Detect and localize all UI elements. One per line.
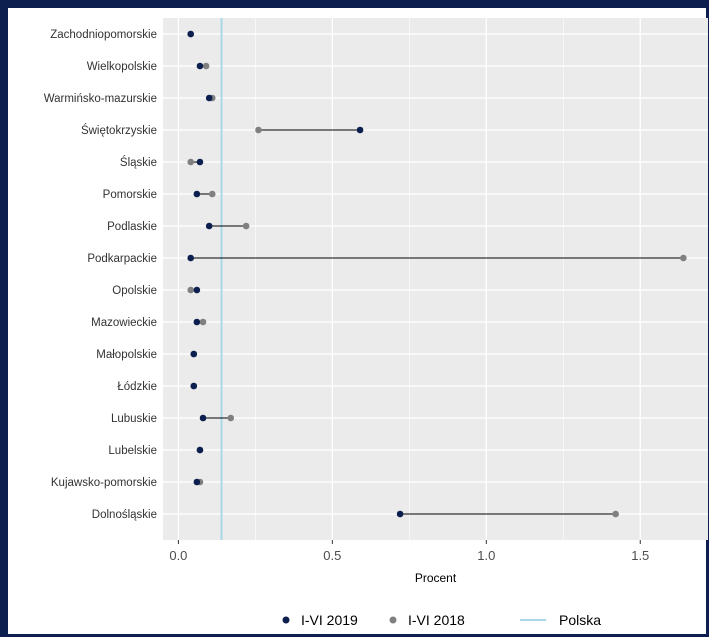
point-2018 — [199, 318, 207, 326]
point-2018 — [208, 190, 216, 198]
category-label: Łódzkie — [117, 381, 157, 393]
category-label: Lubuskie — [111, 413, 157, 425]
category-label: Mazowieckie — [91, 317, 157, 329]
frame-border-bottom — [0, 634, 709, 637]
legend-key-2019 — [282, 616, 290, 624]
category-label: Świętokrzyskie — [81, 124, 157, 137]
category-label: Lubelskie — [108, 445, 157, 457]
x-tick-label: 1.0 — [477, 548, 495, 563]
category-label: Podkarpackie — [87, 253, 157, 265]
point-2019 — [193, 478, 201, 486]
category-label: Wielkopolskie — [87, 61, 157, 73]
point-2019 — [190, 382, 198, 390]
point-2018 — [612, 510, 619, 518]
frame-border-left — [0, 0, 8, 637]
category-label: Małopolskie — [96, 349, 157, 361]
point-2019 — [196, 62, 204, 70]
x-tick-label: 0.5 — [323, 548, 341, 563]
point-2019 — [356, 126, 364, 134]
category-label: Opolskie — [112, 285, 157, 297]
legend-label-2019: I-VI 2019 — [301, 612, 358, 628]
plot-panel — [163, 18, 708, 540]
point-2019 — [193, 286, 201, 294]
legend-key-2018 — [389, 616, 397, 624]
point-2019 — [199, 414, 207, 422]
point-2019 — [196, 158, 204, 166]
point-2019 — [205, 222, 213, 230]
point-2018 — [187, 286, 195, 294]
legend-label-2018: I-VI 2018 — [408, 612, 465, 628]
point-2019 — [187, 30, 195, 38]
point-2018 — [680, 254, 687, 262]
point-2018 — [187, 158, 195, 166]
x-tick-label: 0.0 — [169, 548, 187, 563]
point-2019 — [190, 350, 198, 358]
point-2019 — [187, 254, 195, 262]
x-axis-title: Procent — [415, 571, 457, 585]
point-2019 — [196, 446, 204, 454]
point-2019 — [193, 318, 201, 326]
point-2018 — [202, 62, 210, 70]
category-label: Kujawsko-pomorskie — [51, 477, 157, 489]
frame-border-top — [0, 0, 709, 8]
point-2019 — [205, 94, 213, 102]
category-label: Śląskie — [120, 156, 157, 169]
x-tick-label: 1.5 — [631, 548, 649, 563]
category-label: Podlaskie — [107, 221, 157, 233]
point-2019 — [396, 510, 404, 518]
category-label: Pomorskie — [103, 189, 157, 201]
legend-label-polska: Polska — [559, 612, 601, 628]
point-2019 — [193, 190, 201, 198]
category-label: Dolnośląskie — [92, 509, 157, 521]
category-label: Warmińsko-mazurskie — [44, 93, 157, 105]
point-2018 — [227, 414, 235, 422]
category-label: Zachodniopomorskie — [50, 29, 157, 41]
point-2018 — [242, 222, 250, 230]
point-2018 — [255, 126, 262, 134]
